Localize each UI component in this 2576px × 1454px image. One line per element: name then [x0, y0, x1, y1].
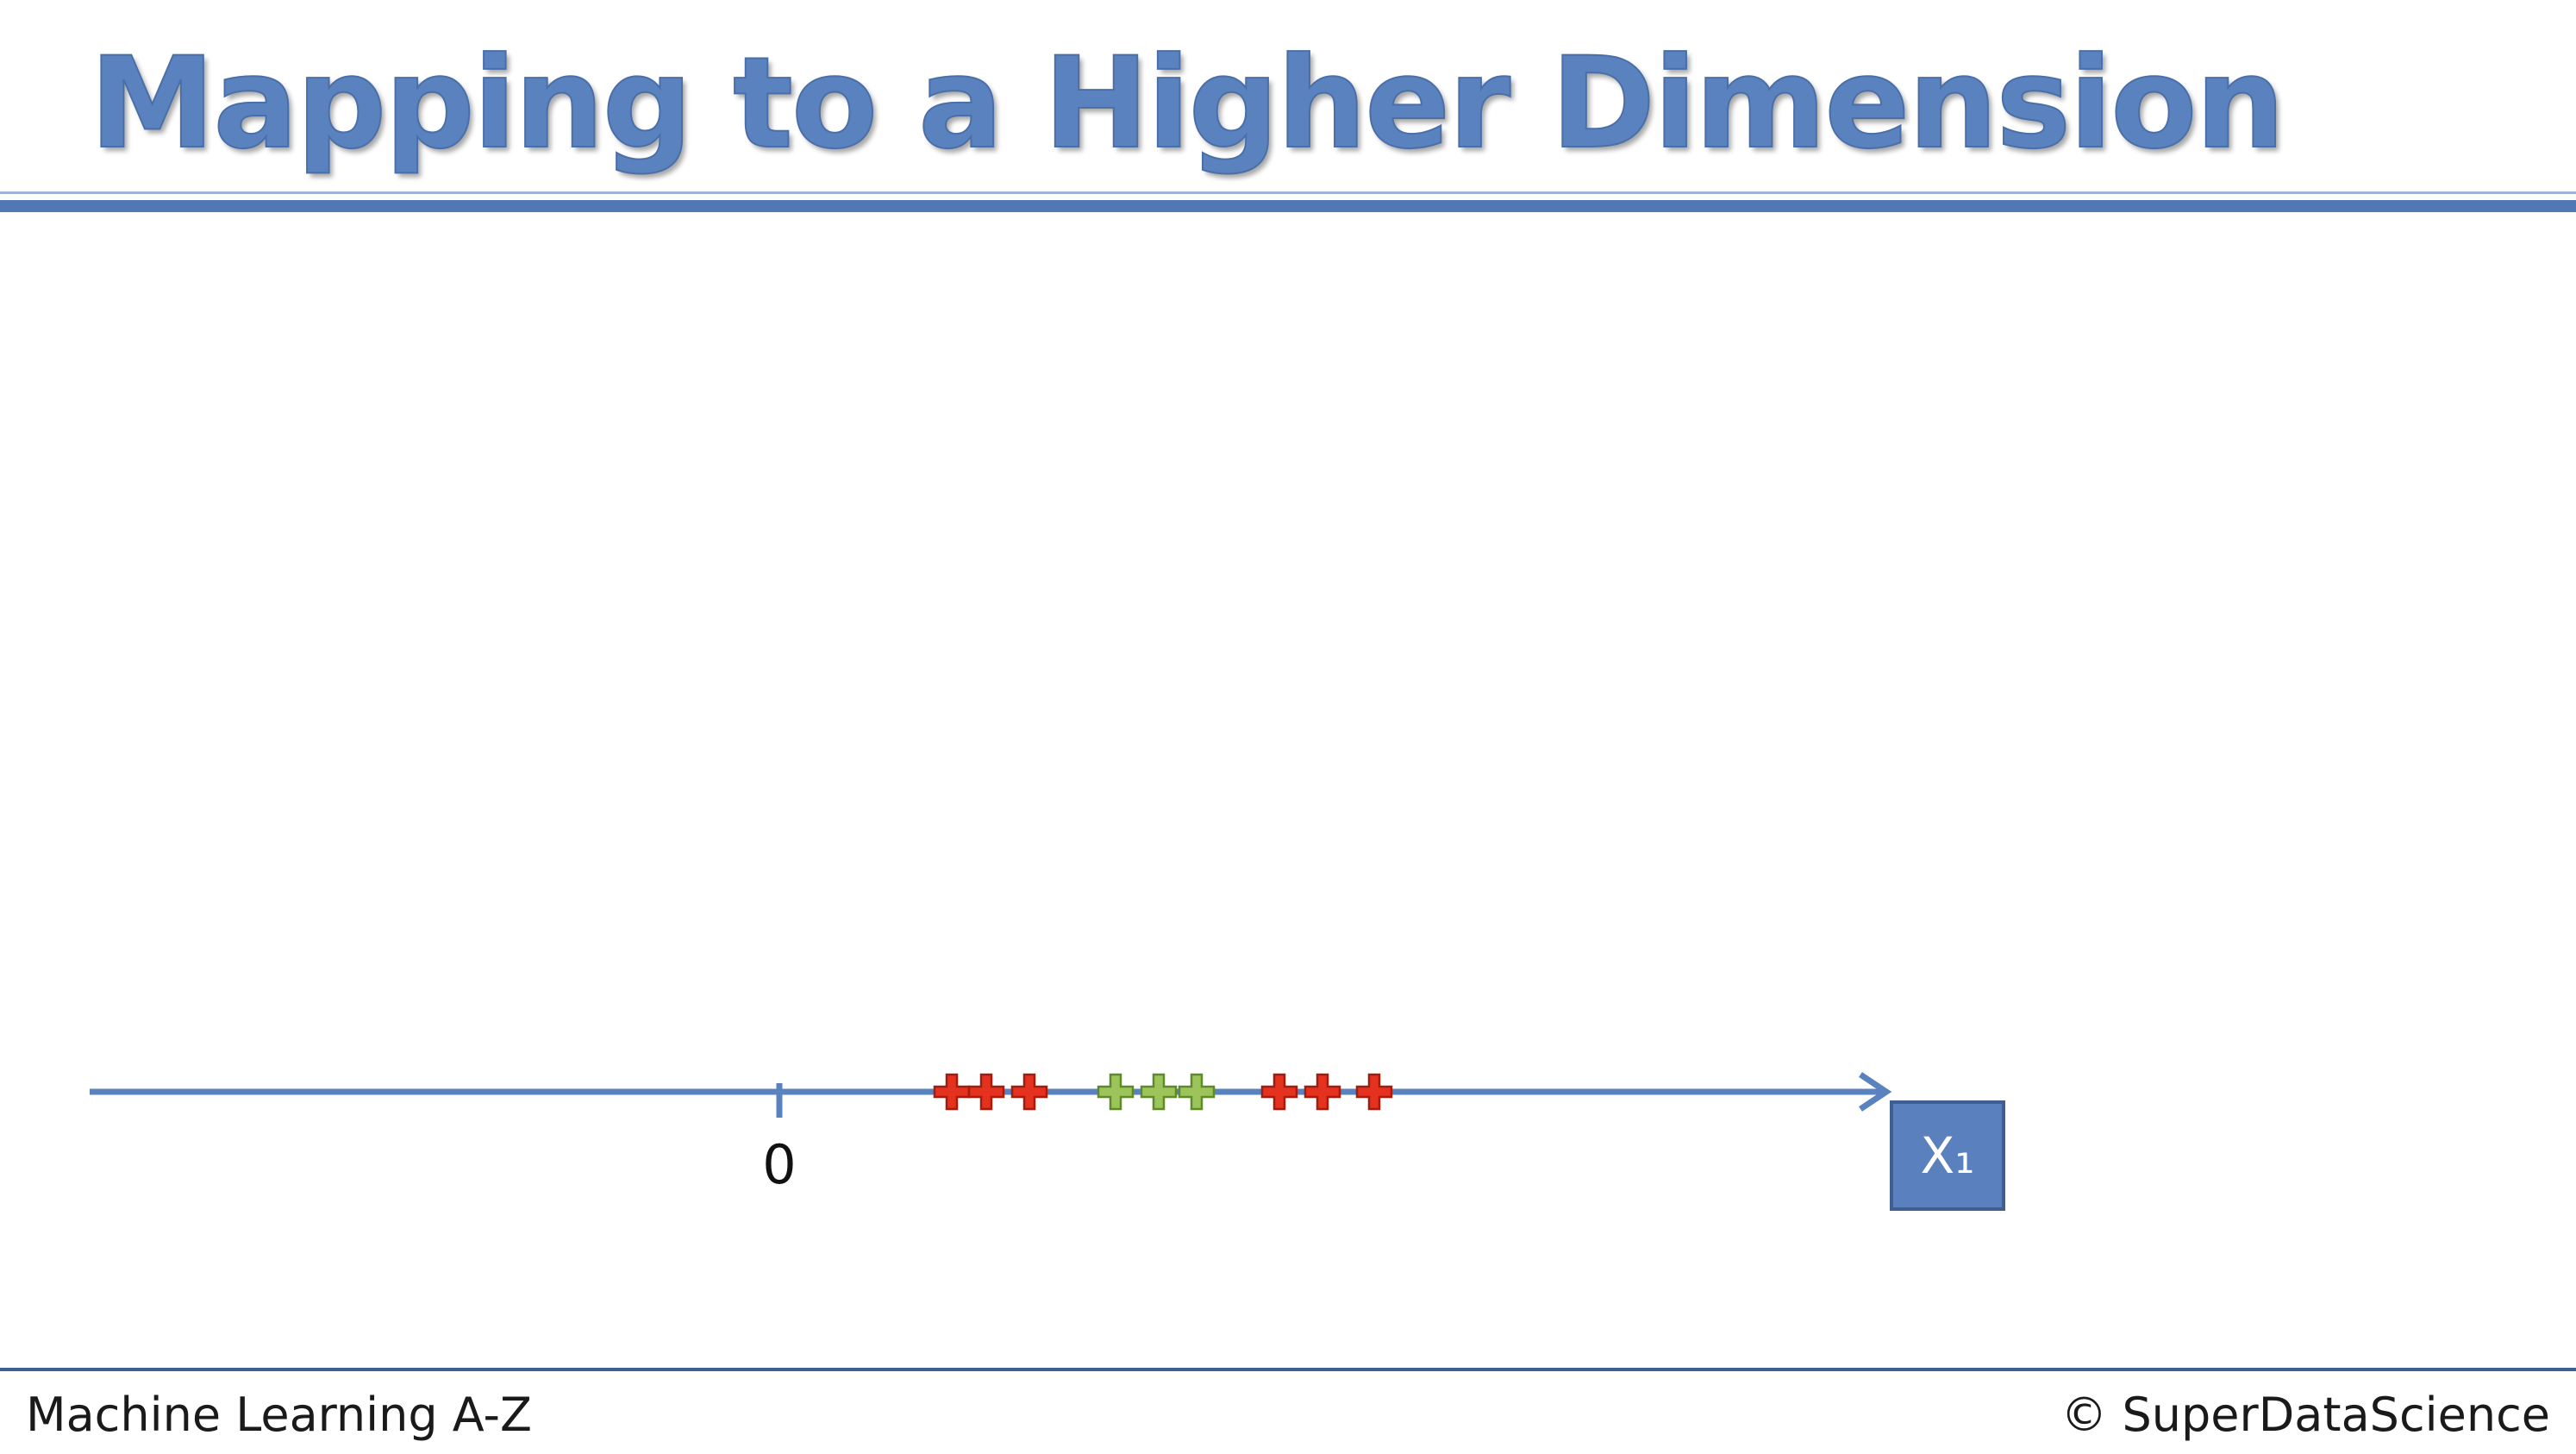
copyright: © SuperDataScience	[2060, 1388, 2550, 1442]
slide-title: Mapping to a Higher Dimension	[89, 29, 2285, 178]
data-points	[933, 1073, 1393, 1111]
data-point-red-3	[1010, 1073, 1048, 1111]
data-point-green-6	[1178, 1073, 1216, 1111]
data-point-red-9	[1355, 1073, 1393, 1111]
footer-divider	[0, 1368, 2576, 1371]
origin-label: 0	[762, 1133, 796, 1196]
title-divider-thin	[0, 191, 2576, 194]
data-point-red-7	[1260, 1073, 1298, 1111]
course-name: Machine Learning A-Z	[26, 1388, 533, 1442]
x1-axis-label-box: X₁	[1890, 1100, 2005, 1211]
data-point-green-4	[1097, 1073, 1135, 1111]
data-point-red-1	[933, 1073, 971, 1111]
title-divider	[0, 200, 2576, 212]
data-point-red-2	[967, 1073, 1005, 1111]
data-point-red-8	[1304, 1073, 1341, 1111]
data-point-green-5	[1140, 1073, 1178, 1111]
x1-axis-label: X₁	[1920, 1126, 1975, 1185]
x1-axis-arrowhead	[1859, 1072, 1892, 1112]
